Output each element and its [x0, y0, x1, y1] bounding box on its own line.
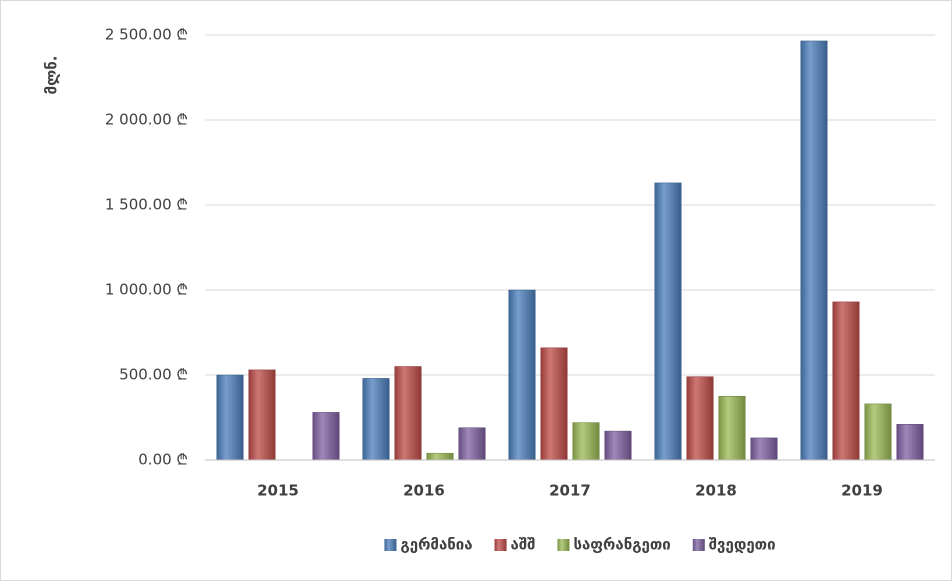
- y-tick-label: 2 000.00 ₾: [105, 111, 188, 129]
- legend-swatch: [692, 539, 705, 551]
- bar: [394, 366, 422, 461]
- bar: [750, 437, 778, 461]
- y-axis-label: მლნ.: [43, 56, 61, 95]
- bar: [216, 374, 244, 461]
- bar: [718, 396, 746, 461]
- bar: [248, 369, 276, 461]
- bar: [426, 452, 454, 461]
- bar: [572, 422, 600, 461]
- bar: [540, 347, 568, 461]
- bar: [686, 376, 714, 461]
- y-tick-label: 1 000.00 ₾: [105, 281, 188, 299]
- legend-label: საფრანგეთი: [573, 536, 670, 554]
- y-tick-label: 0.00 ₾: [138, 451, 188, 469]
- legend-swatch: [557, 539, 570, 551]
- x-tick-label: 2017: [549, 482, 591, 500]
- x-tick-label: 2018: [695, 482, 737, 500]
- y-tick-label: 500.00 ₾: [119, 366, 188, 384]
- bar: [604, 430, 632, 461]
- bar: [362, 378, 390, 461]
- x-tick-label: 2019: [841, 482, 883, 500]
- x-tick-label: 2015: [257, 482, 299, 500]
- y-tick-label: 2 500.00 ₾: [105, 26, 188, 44]
- legend-label: გერმანია: [400, 536, 472, 554]
- bar: [896, 424, 924, 461]
- legend-swatch: [384, 539, 397, 551]
- y-tick-label: 1 500.00 ₾: [105, 196, 188, 214]
- bar: [654, 182, 682, 461]
- legend-label: აშშ: [511, 536, 536, 554]
- x-tick-label: 2016: [403, 482, 445, 500]
- bar: [864, 403, 892, 461]
- bar: [800, 40, 828, 461]
- bar: [508, 289, 536, 461]
- bar: [458, 427, 486, 461]
- bar: [832, 301, 860, 461]
- legend-label: შვედეთი: [709, 536, 776, 554]
- legend-swatch: [494, 539, 507, 551]
- bar: [312, 412, 340, 461]
